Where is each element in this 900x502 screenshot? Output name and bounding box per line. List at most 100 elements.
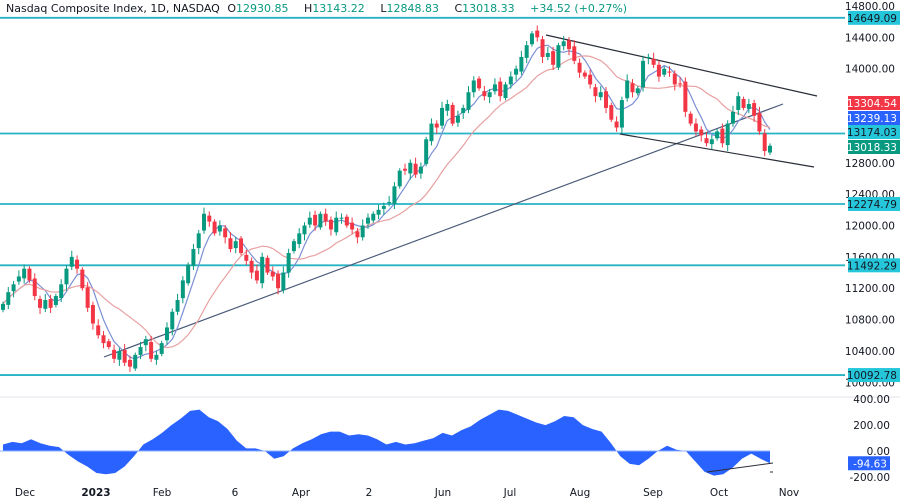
oscillator-axis[interactable]: 400.00 200.00 0.00 -200.00 -94.63 bbox=[848, 394, 890, 484]
candle-body bbox=[154, 354, 159, 360]
oscillator-pane bbox=[0, 409, 774, 476]
price-tick-label: 14800.00 bbox=[845, 1, 895, 13]
candle-body bbox=[96, 325, 101, 336]
candle-body bbox=[376, 209, 381, 215]
candle-body bbox=[270, 271, 275, 277]
candle-body bbox=[418, 166, 423, 174]
candle-body bbox=[175, 300, 180, 312]
candle-body bbox=[440, 107, 445, 126]
candle-body bbox=[186, 264, 191, 284]
candle-body bbox=[350, 222, 355, 230]
candle-body bbox=[577, 62, 582, 73]
oscillator-tick-label: 0.00 bbox=[867, 446, 890, 458]
price-tag[interactable] bbox=[848, 196, 900, 211]
candle-body bbox=[318, 213, 323, 228]
candle-body bbox=[762, 133, 767, 152]
price-tag[interactable] bbox=[848, 140, 900, 154]
moving-averages bbox=[2, 44, 771, 360]
candle-body bbox=[217, 225, 222, 232]
price-tag[interactable] bbox=[848, 10, 900, 25]
candle-body bbox=[619, 100, 624, 128]
candle-body bbox=[22, 268, 27, 279]
candle-body bbox=[434, 123, 439, 128]
candle-body bbox=[614, 121, 619, 128]
oscillator-tick-label: 200.00 bbox=[853, 420, 890, 432]
candle-body bbox=[625, 80, 630, 99]
candle-body bbox=[233, 241, 238, 249]
candle-body bbox=[286, 252, 291, 273]
candle-body bbox=[75, 259, 80, 269]
price-tag[interactable] bbox=[848, 96, 900, 110]
candle-body bbox=[588, 74, 593, 85]
candle-body bbox=[191, 249, 196, 266]
trendlines[interactable] bbox=[103, 34, 818, 473]
candle-body bbox=[212, 221, 217, 234]
candle-body bbox=[487, 92, 492, 98]
candle-body bbox=[334, 217, 339, 233]
price-tag[interactable] bbox=[848, 111, 900, 125]
candle-body bbox=[672, 73, 677, 85]
candle-body bbox=[202, 213, 207, 231]
horizontal-levels[interactable] bbox=[0, 16, 845, 376]
time-axis-label: Nov bbox=[779, 487, 800, 499]
price-tick-label: 10400.00 bbox=[845, 346, 895, 358]
candle-body bbox=[656, 64, 661, 77]
oscillator-value-label: -94.63 bbox=[853, 458, 887, 470]
candle-body bbox=[556, 45, 561, 68]
price-tag-label: 13018.33 bbox=[847, 142, 897, 154]
time-axis[interactable]: Dec 2023 Feb 6 Apr 2 Jun Jul Aug Sep Oct Nov bbox=[15, 487, 799, 499]
time-axis-label: Aug bbox=[570, 487, 591, 499]
candle-body bbox=[572, 46, 577, 61]
candle-body bbox=[228, 238, 233, 250]
candle-body bbox=[566, 40, 571, 50]
candle-body bbox=[741, 98, 746, 108]
candle-body bbox=[635, 88, 640, 94]
candle-body bbox=[651, 58, 656, 65]
channel-lower-line[interactable] bbox=[619, 133, 815, 168]
candle-body bbox=[164, 327, 169, 341]
candle-body bbox=[254, 270, 259, 281]
candle-body bbox=[498, 81, 503, 97]
candle-body bbox=[59, 284, 64, 298]
candle-body bbox=[604, 91, 609, 108]
high-value: 13143.22 bbox=[312, 2, 365, 15]
price-tag-label: 13239.13 bbox=[847, 113, 897, 125]
ohlc-values: O12930.85 H13143.22 L12848.83 C13018.33 … bbox=[227, 2, 633, 15]
candle-body bbox=[381, 205, 386, 209]
candle-body bbox=[609, 105, 614, 120]
price-tag[interactable] bbox=[848, 258, 900, 273]
open-value: 12930.85 bbox=[236, 2, 289, 15]
close-label: C bbox=[454, 2, 463, 15]
time-axis-label: Dec bbox=[15, 487, 36, 499]
candle-body bbox=[408, 162, 413, 174]
channel-upper-line[interactable] bbox=[545, 34, 818, 97]
time-axis-label: Apr bbox=[292, 487, 311, 499]
candle-body bbox=[482, 91, 487, 97]
oscillator-divergence-line[interactable] bbox=[706, 462, 774, 473]
candle-body bbox=[27, 268, 32, 281]
candle-body bbox=[196, 233, 201, 249]
price-tag[interactable] bbox=[848, 125, 900, 139]
price-tick-label: 12800.00 bbox=[845, 158, 895, 170]
candle-body bbox=[138, 347, 143, 355]
oscillator-area bbox=[3, 409, 770, 476]
candle-body bbox=[551, 51, 556, 65]
price-axis[interactable]: 14800.0014400.0014000.0012800.0012400.00… bbox=[845, 1, 900, 389]
candle-body bbox=[508, 76, 513, 85]
candle-body bbox=[725, 123, 730, 146]
candle-body bbox=[403, 168, 408, 171]
candle-body bbox=[307, 217, 312, 225]
candle-body bbox=[424, 139, 429, 164]
time-axis-label: 2 bbox=[366, 487, 373, 499]
candle-body bbox=[667, 71, 672, 73]
candle-body bbox=[704, 138, 709, 144]
oscillator-value-tag[interactable] bbox=[848, 456, 890, 471]
candle-body bbox=[524, 45, 529, 58]
oscillator-tick-label: -200.00 bbox=[849, 472, 890, 484]
price-tag[interactable] bbox=[848, 368, 900, 383]
ascending-trendline[interactable] bbox=[103, 103, 784, 358]
candle-body bbox=[276, 273, 281, 289]
candle-body bbox=[355, 231, 360, 238]
candle-body bbox=[291, 241, 296, 252]
